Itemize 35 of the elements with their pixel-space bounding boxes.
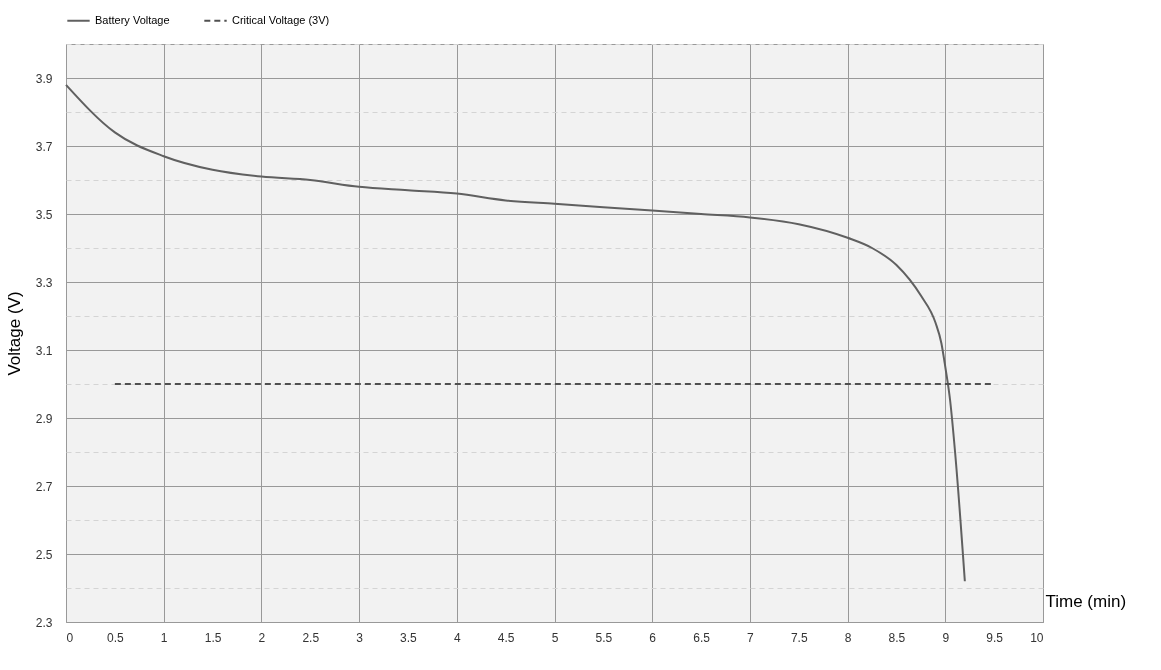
x-tick-label: 9.5 bbox=[986, 630, 1004, 645]
x-tick-label: 7.5 bbox=[790, 630, 808, 645]
x-tick-label: 0 bbox=[66, 630, 74, 645]
legend-label: Critical Voltage (3V) bbox=[232, 13, 330, 26]
x-tick-label: 4.5 bbox=[497, 630, 515, 645]
x-tick-label: 1.5 bbox=[204, 630, 222, 645]
x-tick-label: 4 bbox=[453, 630, 461, 645]
x-tick-label: 10 bbox=[1030, 630, 1044, 645]
x-tick-label: 7 bbox=[747, 630, 755, 645]
x-tick-label: 3 bbox=[356, 630, 364, 645]
x-tick-label: 8.5 bbox=[888, 630, 906, 645]
x-tick-label: 6.5 bbox=[693, 630, 711, 645]
x-tick-label: 6 bbox=[649, 630, 657, 645]
x-tick-label: 9 bbox=[942, 630, 950, 645]
y-tick-label: 2.9 bbox=[35, 411, 53, 426]
y-tick-label: 2.5 bbox=[35, 547, 53, 562]
line-series bbox=[65, 83, 966, 583]
x-tick-label: 5.5 bbox=[595, 630, 613, 645]
y-tick-label: 2.7 bbox=[35, 479, 53, 494]
x-tick-label: 2 bbox=[258, 630, 266, 645]
x-tick-label: 3.5 bbox=[400, 630, 418, 645]
x-tick-label: 5 bbox=[551, 630, 559, 645]
x-tick-label: 1 bbox=[160, 630, 168, 645]
x-axis-title: Time (min) bbox=[1045, 591, 1127, 611]
x-tick-label: 8 bbox=[844, 630, 852, 645]
legend-label: Battery Voltage bbox=[95, 13, 170, 26]
y-axis-title: Voltage (V) bbox=[4, 291, 24, 376]
y-tick-label: 3.7 bbox=[35, 139, 53, 154]
y-tick-label: 3.5 bbox=[35, 207, 53, 222]
x-tick-label: 2.5 bbox=[302, 630, 320, 645]
x-tick-label: 0.5 bbox=[107, 630, 125, 645]
y-tick-label: 3.3 bbox=[35, 275, 53, 290]
y-tick-label: 3.9 bbox=[35, 71, 53, 86]
y-tick-label: 2.3 bbox=[35, 615, 53, 630]
y-tick-label: 3.1 bbox=[35, 343, 53, 358]
